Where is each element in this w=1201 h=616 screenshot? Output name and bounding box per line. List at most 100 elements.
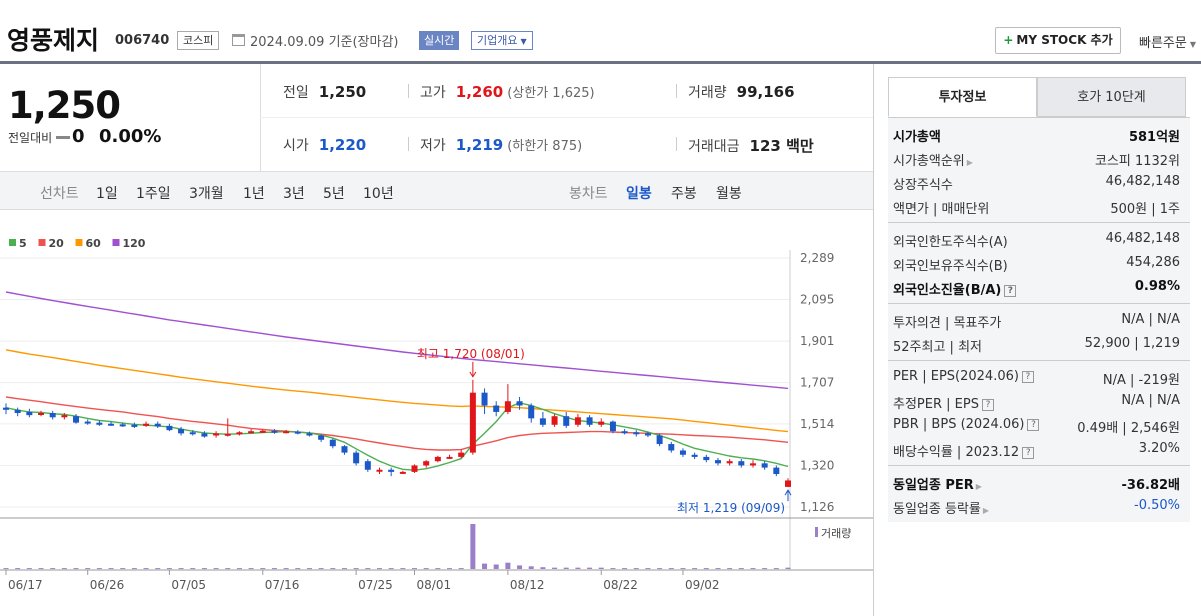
candle-monthly[interactable]: 월봉 xyxy=(716,186,742,202)
help-icon[interactable]: ? xyxy=(981,398,994,411)
realtime-button[interactable]: 실시간 xyxy=(419,31,460,50)
low-arrow-head xyxy=(784,489,792,496)
candle-body xyxy=(119,424,126,427)
volume-bar xyxy=(120,568,126,570)
info-row-value: 46,482,148 xyxy=(1105,231,1180,246)
period-3m[interactable]: 3개월 xyxy=(189,186,224,202)
price-summary: 1,250 전일대비 0 0.00% 전일 1,250 고가 1,260 (상한가 1… xyxy=(0,64,874,172)
candle-body xyxy=(236,432,243,435)
candle-body xyxy=(364,461,371,470)
period-10y[interactable]: 10년 xyxy=(363,186,394,202)
volume-bar xyxy=(668,568,674,570)
info-row-value: -36.82배 xyxy=(1121,478,1180,493)
period-selector: 선차트 1일 1주일 3개월 1년 3년 5년 10년 봉차트 일봉 주봉 월봉 xyxy=(0,172,874,210)
candle-body xyxy=(691,454,698,457)
volume: 거래량 99,166 xyxy=(688,82,795,102)
candle-weekly[interactable]: 주봉 xyxy=(671,186,697,202)
candle-body xyxy=(785,480,791,487)
info-row-label: PER | EPS(2024.06)? xyxy=(893,369,1034,384)
volume-bar xyxy=(587,567,593,569)
volume-bar xyxy=(412,568,418,570)
x-tick-label: 08/12 xyxy=(510,578,545,592)
volume-bar xyxy=(762,568,768,570)
period-1y[interactable]: 1년 xyxy=(243,186,265,202)
help-icon[interactable]: ? xyxy=(1022,446,1035,459)
candle-body xyxy=(143,423,150,426)
volume-bar xyxy=(493,564,499,569)
y-tick-label: 2,289 xyxy=(800,251,834,265)
candle-body xyxy=(703,456,710,461)
high-annotation: 최고 1,720 (08/01) xyxy=(417,347,525,361)
tab-investment-info[interactable]: 투자정보 xyxy=(888,77,1037,117)
info-row-label: 52주최고 | 최저 xyxy=(893,340,982,355)
open-label: 시가 xyxy=(283,138,309,154)
chevron-right-icon[interactable]: ▶ xyxy=(982,506,990,515)
volume-bar xyxy=(283,568,289,570)
company-info-dropdown[interactable]: 기업개요 ▼ xyxy=(471,31,533,50)
volume-value: 99,166 xyxy=(736,83,795,101)
info-row: 배당수익률 | 2023.12? 3.20% xyxy=(888,437,1190,461)
chevron-right-icon[interactable]: ▶ xyxy=(966,158,973,167)
period-3y[interactable]: 3년 xyxy=(283,186,305,202)
candle-body xyxy=(49,413,56,418)
volume-bar xyxy=(692,568,698,570)
volume-bar xyxy=(738,568,744,570)
my-stock-add-button[interactable]: + MY STOCK 추가 xyxy=(995,27,1121,54)
candle-daily[interactable]: 일봉 xyxy=(626,186,652,202)
info-row-label: 동일업종 PER ▶ xyxy=(893,478,982,493)
info-row-value: 0.98% xyxy=(1134,279,1180,294)
volume-bar xyxy=(295,568,301,570)
volume-bar xyxy=(353,568,359,570)
x-tick-label: 06/26 xyxy=(90,578,125,592)
candle-body xyxy=(341,446,348,453)
volume-bar xyxy=(680,568,686,570)
candle-body xyxy=(773,467,780,475)
legend-swatch xyxy=(75,239,83,246)
help-icon[interactable]: ? xyxy=(1021,370,1034,383)
candle-body xyxy=(714,460,721,464)
info-row-value: 코스피 1132위 xyxy=(1094,154,1180,169)
volume-bar xyxy=(715,568,721,570)
candle-chart-label: 봉차트 xyxy=(569,186,608,202)
candle-chart: 5 20 60 120 2,289 2,095 1,901 1,707 1,514 1,320 1,… xyxy=(0,210,874,616)
period-5y[interactable]: 5년 xyxy=(323,186,345,202)
candle-body xyxy=(598,421,605,425)
volume-bar xyxy=(552,567,558,569)
info-row-value: 500원 | 1주 xyxy=(1110,202,1180,217)
info-row-label: 시가총액 xyxy=(893,130,941,145)
candle-body xyxy=(248,431,255,434)
legend-swatch xyxy=(112,239,120,246)
candle-body xyxy=(738,461,745,466)
volume-bar xyxy=(528,566,534,569)
help-icon[interactable]: ? xyxy=(1004,284,1017,297)
volume-bar xyxy=(458,568,464,570)
x-tick-label: 08/01 xyxy=(417,578,452,592)
volume-bar xyxy=(505,562,511,569)
divider xyxy=(260,117,874,118)
x-tick-label: 07/16 xyxy=(265,578,300,592)
candle-body xyxy=(504,401,511,412)
quick-order-button[interactable]: 빠른주문 ▼ xyxy=(1139,32,1196,51)
info-row-value: N/A | -219원 xyxy=(1102,373,1180,388)
upper-limit: (상한가 1,625) xyxy=(507,86,595,101)
volume-bar xyxy=(365,568,371,570)
volume-bar xyxy=(155,568,161,570)
candle-body xyxy=(96,422,103,425)
period-1w[interactable]: 1주일 xyxy=(136,186,171,202)
period-1d[interactable]: 1일 xyxy=(96,186,118,202)
info-row: 동일업종 PER ▶ -36.82배 xyxy=(888,470,1190,494)
base-date: 2024.09.09 기준(장마감) xyxy=(250,35,399,50)
candle-body xyxy=(353,452,360,464)
info-row: 외국인한도주식수(A) 46,482,148 xyxy=(888,227,1190,251)
info-panel: 투자정보 호가 10단계 시가총액 581억원 시가총액순위 ▶ 코스피 1132위 상장… xyxy=(888,77,1190,522)
candle-body xyxy=(38,413,45,416)
tab-orderbook-10[interactable]: 호가 10단계 xyxy=(1037,77,1186,117)
x-tick-label: 07/05 xyxy=(171,578,206,592)
chevron-right-icon[interactable]: ▶ xyxy=(975,482,982,491)
help-icon[interactable]: ? xyxy=(1027,418,1040,431)
candle-body xyxy=(201,433,208,437)
candle-body xyxy=(516,401,523,406)
candle-body xyxy=(294,431,301,434)
flat-icon xyxy=(56,135,70,139)
